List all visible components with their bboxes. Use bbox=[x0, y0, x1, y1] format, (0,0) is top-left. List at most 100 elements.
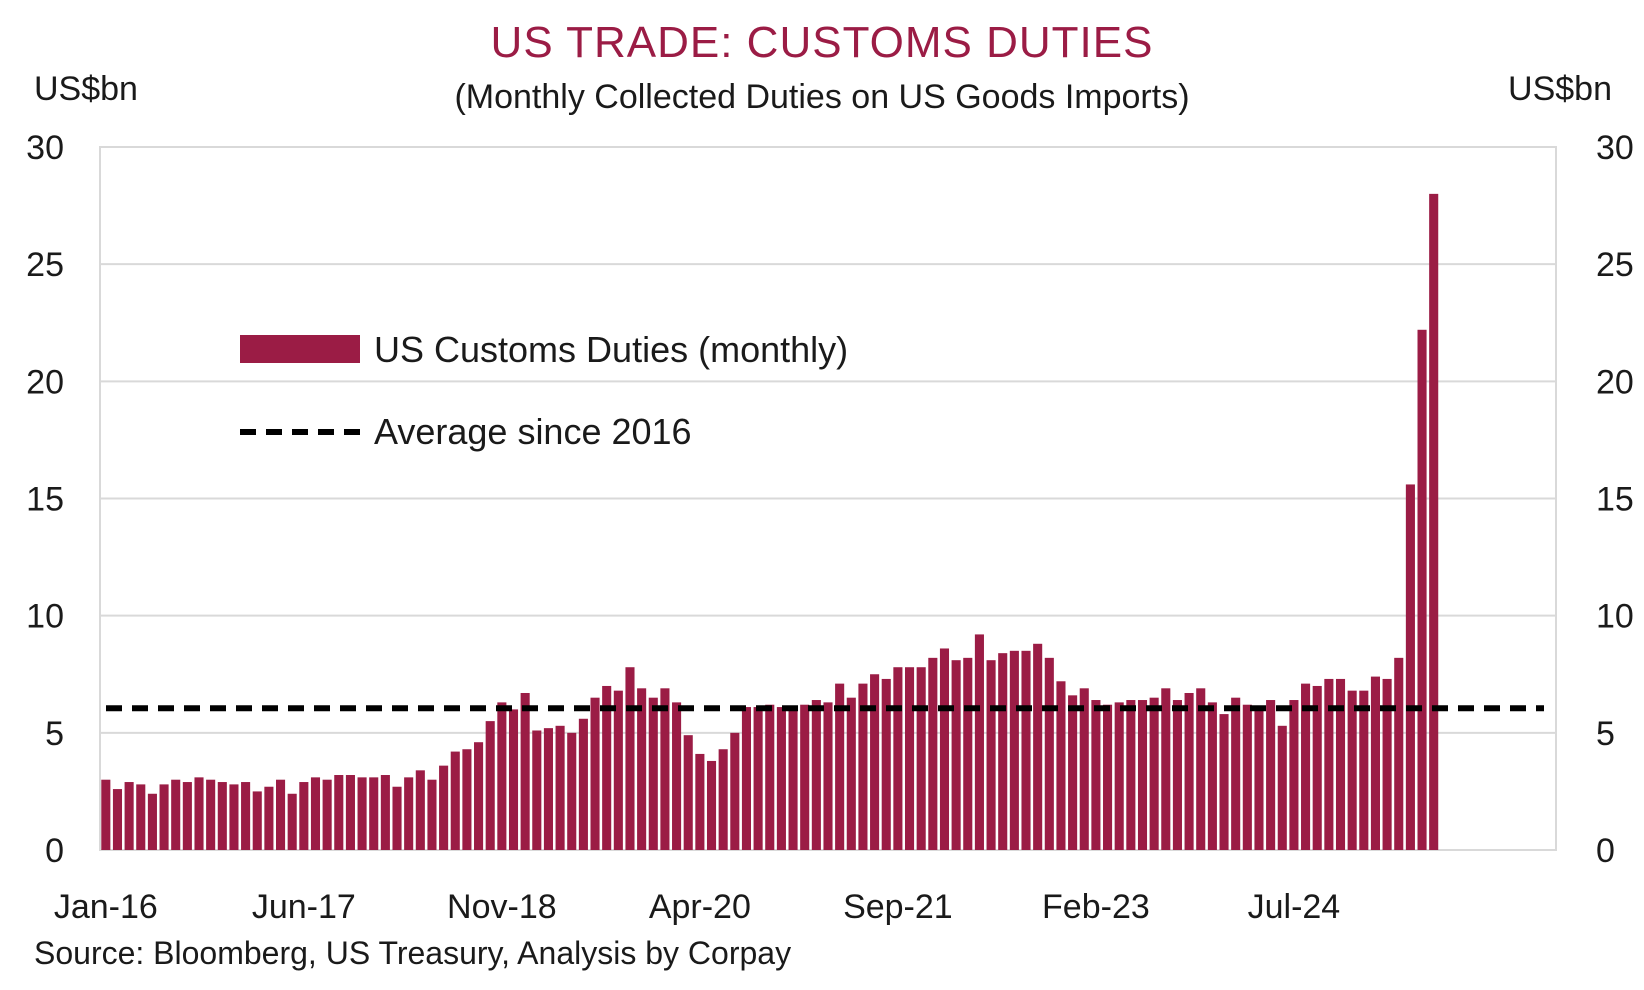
y-tick-label-right: 30 bbox=[1596, 129, 1634, 167]
bar bbox=[1068, 695, 1078, 850]
bar bbox=[1149, 697, 1159, 850]
bar bbox=[287, 793, 297, 850]
bar bbox=[1044, 657, 1054, 850]
bar bbox=[1405, 484, 1415, 850]
bar bbox=[334, 775, 344, 850]
y-tick-label-left: 30 bbox=[26, 129, 64, 167]
bar bbox=[1335, 678, 1346, 850]
bar bbox=[765, 704, 775, 850]
bar bbox=[345, 775, 355, 850]
bar bbox=[602, 685, 612, 850]
bar bbox=[1394, 657, 1404, 850]
bar bbox=[171, 779, 181, 850]
bar bbox=[788, 707, 798, 850]
bar bbox=[741, 707, 752, 850]
x-tick-label: Sep-21 bbox=[843, 888, 953, 926]
y-tick-label-right: 0 bbox=[1596, 832, 1615, 870]
legend-label-average: Average since 2016 bbox=[374, 411, 692, 452]
bar bbox=[1359, 690, 1369, 850]
bar bbox=[811, 700, 821, 850]
legend-label-bars: US Customs Duties (monthly) bbox=[374, 329, 848, 370]
x-tick-label: Apr-20 bbox=[649, 888, 751, 926]
bar bbox=[474, 742, 484, 850]
bar bbox=[1324, 678, 1334, 850]
bar bbox=[1301, 683, 1311, 850]
bar bbox=[217, 782, 227, 850]
bar bbox=[567, 732, 577, 850]
bar bbox=[299, 782, 309, 850]
bar bbox=[998, 653, 1008, 850]
bar bbox=[1370, 676, 1380, 850]
bar bbox=[1254, 707, 1264, 850]
bar bbox=[1126, 700, 1136, 850]
bar bbox=[625, 667, 635, 850]
chart-subtitle: (Monthly Collected Duties on US Goods Im… bbox=[454, 78, 1190, 116]
bar bbox=[357, 777, 367, 850]
y-tick-label-right: 25 bbox=[1596, 246, 1634, 284]
bar bbox=[101, 779, 111, 850]
bar bbox=[939, 648, 950, 850]
bar bbox=[380, 775, 390, 850]
bar bbox=[858, 683, 868, 850]
x-tick-label: Jan-16 bbox=[54, 888, 158, 926]
y-tick-label-left: 25 bbox=[26, 246, 64, 284]
y-tick-label-right: 15 bbox=[1596, 481, 1634, 519]
bar bbox=[578, 718, 588, 850]
bar bbox=[1196, 688, 1206, 850]
bar bbox=[718, 749, 728, 850]
bar bbox=[916, 667, 926, 850]
bar bbox=[846, 697, 856, 850]
x-tick-label: Feb-23 bbox=[1042, 888, 1150, 926]
bar bbox=[648, 697, 658, 850]
bar bbox=[159, 784, 169, 850]
bar bbox=[963, 657, 973, 850]
bar bbox=[555, 725, 565, 850]
axis-labels: 0 0 5 5 10 10 15 15 20 20 25 25 30 30 Jan-16 Jun-17 Nov-… bbox=[26, 129, 1634, 926]
bar bbox=[369, 777, 379, 850]
bar bbox=[1429, 193, 1439, 850]
bar bbox=[1219, 714, 1229, 850]
bar bbox=[439, 765, 449, 850]
bar bbox=[1242, 704, 1252, 850]
y-axis-unit-left: US$bn bbox=[34, 70, 138, 108]
bar bbox=[427, 779, 437, 850]
bar bbox=[835, 683, 845, 850]
bar bbox=[1079, 688, 1089, 850]
bar bbox=[415, 770, 425, 850]
bar bbox=[1207, 702, 1217, 850]
bar bbox=[194, 777, 204, 850]
bar bbox=[450, 751, 460, 850]
x-tick-label: Jul-24 bbox=[1248, 888, 1341, 926]
bar bbox=[1172, 700, 1182, 850]
y-tick-label-right: 10 bbox=[1596, 598, 1634, 636]
bar bbox=[182, 782, 192, 850]
bar bbox=[124, 782, 134, 850]
bar bbox=[485, 721, 495, 850]
bar bbox=[543, 728, 553, 850]
bar-series bbox=[101, 193, 1439, 850]
bar bbox=[951, 660, 961, 850]
y-tick-label-left: 10 bbox=[26, 598, 64, 636]
bar bbox=[1114, 702, 1124, 850]
source-note: Source: Bloomberg, US Treasury, Analysis… bbox=[34, 935, 792, 971]
bar bbox=[1417, 329, 1427, 850]
bar bbox=[613, 690, 623, 850]
legend-swatch-bars bbox=[240, 335, 360, 363]
bar bbox=[672, 702, 682, 850]
legend: US Customs Duties (monthly) Average since… bbox=[240, 329, 848, 452]
bar bbox=[1277, 725, 1287, 850]
bar bbox=[264, 786, 274, 850]
bar bbox=[1347, 690, 1357, 850]
bar bbox=[1009, 650, 1019, 850]
bar bbox=[974, 634, 984, 850]
bar bbox=[1033, 643, 1043, 850]
bar bbox=[881, 678, 891, 850]
y-tick-label-left: 0 bbox=[45, 832, 64, 870]
bar bbox=[310, 777, 321, 850]
y-tick-label-right: 5 bbox=[1596, 715, 1615, 753]
bar bbox=[893, 667, 903, 850]
bar bbox=[1289, 700, 1299, 850]
bar bbox=[252, 791, 262, 850]
bar bbox=[753, 707, 763, 850]
